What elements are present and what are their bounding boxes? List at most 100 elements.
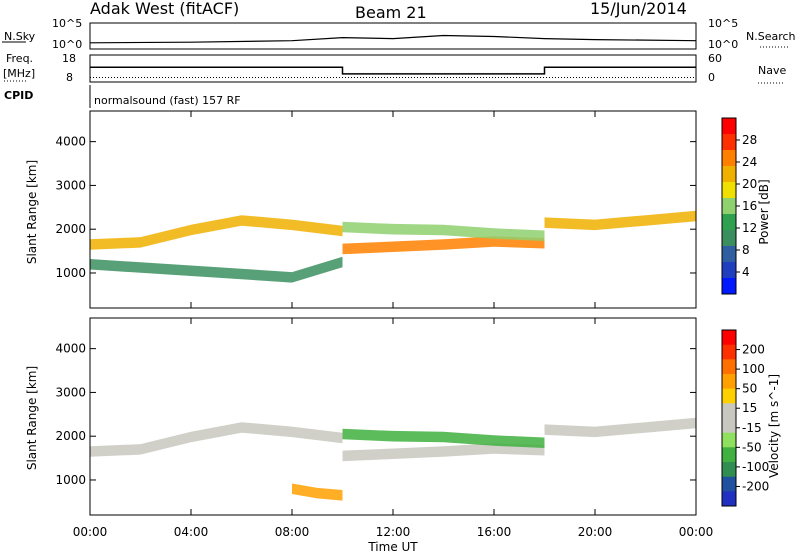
velocity-band-4 (292, 483, 343, 501)
nsearch-label: N.Search (746, 30, 796, 43)
velocity-colorbar-tick-label-0: 200 (742, 343, 765, 357)
freq-series-line (90, 66, 696, 75)
power-colorbar-tick-label-5: 8 (742, 243, 750, 257)
nave-label: Nave (758, 64, 786, 77)
nave-tick-bottom: 0 (708, 71, 715, 84)
velocity-band-1 (342, 443, 545, 462)
power-yticks: 4000 3000 2000 1000 (55, 135, 696, 280)
power-band-2 (342, 221, 545, 241)
velocity-ytick-label-2: 2000 (55, 429, 86, 443)
power-colorbar-swatch-0 (722, 118, 736, 135)
date-label: 15/Jun/2014 (590, 0, 687, 18)
xtick-label-6: 00:00 (679, 525, 714, 539)
x-axis-ticks: 00:00 04:00 08:00 12:00 16:00 20:00 00:00 (73, 111, 714, 539)
cpid-text: normalsound (fast) 157 RF (94, 94, 241, 107)
velocity-ytick-label-0: 4000 (55, 342, 86, 356)
freq-left-tick-bottom: 8 (66, 71, 73, 84)
velocity-panel: 4000 3000 2000 1000 Slant Range [km] 200 100… (25, 317, 781, 516)
velocity-ytick-label-3: 1000 (55, 473, 86, 487)
power-colorbar-swatch-8 (722, 246, 736, 263)
velocity-band-2 (342, 428, 545, 448)
power-colorbar-swatch-7 (722, 230, 736, 247)
x-axis-label: Time UT (367, 540, 418, 554)
power-panel: 4000 3000 2000 1000 Slant Range [km] 28 24 20… (25, 110, 771, 309)
velocity-colorbar-swatch-0 (722, 330, 736, 346)
velocity-ytick-label-1: 3000 (55, 385, 86, 399)
power-colorbar-swatch-4 (722, 182, 736, 199)
velocity-bands (90, 417, 696, 501)
velocity-colorbar-swatch-11 (722, 491, 736, 507)
power-colorbar-tick-label-0: 28 (742, 133, 757, 147)
power-colorbar-swatch-9 (722, 262, 736, 279)
nsky-frame (89, 22, 697, 50)
velocity-colorbar-tick-label-2: 50 (742, 382, 757, 396)
freq-unit-label: [MHz] (3, 67, 35, 80)
velocity-colorbar-swatch-5 (722, 403, 736, 419)
nsky-panel: N.Sky 10^5 10^0 10^5 10^0 N.Search (2, 17, 796, 51)
power-colorbar-swatch-2 (722, 150, 736, 167)
cpid-label: CPID (4, 89, 33, 102)
velocity-ylabel: Slant Range [km] (25, 366, 39, 470)
power-colorbar-tick-label-4: 12 (742, 221, 757, 235)
power-band-0 (90, 215, 343, 250)
velocity-colorbar-tick-label-6: -100 (742, 460, 769, 474)
velocity-colorbar-swatch-2 (722, 359, 736, 375)
power-ytick-label-2: 2000 (55, 222, 86, 236)
velocity-colorbar-swatch-4 (722, 388, 736, 404)
power-band-4 (90, 256, 343, 283)
power-colorbar-tick-label-6: 4 (742, 265, 750, 279)
power-ylabel: Slant Range [km] (25, 160, 39, 264)
velocity-colorbar-frame (721, 329, 737, 507)
freq-left-tick-top: 18 (62, 52, 76, 65)
freq-label: Freq. (6, 52, 33, 65)
power-colorbar-tick-label-2: 20 (742, 177, 757, 191)
velocity-yticks: 4000 3000 2000 1000 (55, 342, 696, 487)
xtick-label-3: 12:00 (376, 525, 411, 539)
power-colorbar-swatch-5 (722, 198, 736, 215)
velocity-colorbar-label: Velocity [m s^-1] (767, 374, 781, 478)
velocity-colorbar-swatch-9 (722, 462, 736, 478)
power-band-1 (342, 236, 545, 255)
beam-label: Beam 21 (355, 3, 427, 22)
freq-panel: Freq. [MHz] 18 8 60 0 Nave (3, 52, 786, 84)
power-colorbar-tick-label-3: 16 (742, 199, 757, 213)
xtick-label-2: 08:00 (275, 525, 310, 539)
power-colorbar-swatch-3 (722, 166, 736, 183)
power-ytick-label-1: 3000 (55, 178, 86, 192)
power-ytick-label-0: 4000 (55, 135, 86, 149)
xtick-label-0: 00:00 (73, 525, 108, 539)
power-bands (90, 210, 696, 283)
velocity-colorbar-tick-label-4: -15 (742, 421, 762, 435)
velocity-colorbar-tick-label-5: -50 (742, 440, 762, 454)
nsky-label: N.Sky (4, 30, 36, 43)
velocity-colorbar-tick-label-1: 100 (742, 362, 765, 376)
xtick-label-5: 20:00 (578, 525, 613, 539)
xtick-label-1: 04:00 (174, 525, 209, 539)
power-colorbar: 28 24 20 16 12 8 4 (721, 117, 757, 295)
velocity-frame (89, 317, 697, 516)
nsky-right-tick-bottom: 10^0 (708, 38, 738, 51)
velocity-colorbar: 200 100 50 15 -15 -50 -100 -200 (721, 329, 769, 507)
power-band-3 (544, 210, 696, 231)
velocity-colorbar-swatch-8 (722, 447, 736, 463)
nsky-series-line (89, 34, 697, 44)
nsky-left-tick-top: 10^5 (52, 17, 82, 30)
nsky-right-tick-top: 10^5 (708, 17, 738, 30)
velocity-colorbar-swatch-10 (722, 476, 736, 492)
velocity-colorbar-swatch-1 (722, 344, 736, 360)
power-colorbar-swatch-6 (722, 214, 736, 231)
power-colorbar-swatch-10 (722, 278, 736, 295)
xtick-label-4: 16:00 (477, 525, 512, 539)
velocity-colorbar-tick-label-7: -200 (742, 479, 769, 493)
velocity-band-3 (544, 417, 696, 438)
freq-frame (89, 54, 697, 83)
power-ytick-label-3: 1000 (55, 266, 86, 280)
power-colorbar-tick-label-1: 24 (742, 155, 757, 169)
velocity-colorbar-swatch-7 (722, 432, 736, 448)
power-colorbar-label: Power [dB] (757, 179, 771, 244)
velocity-colorbar-tick-label-3: 15 (742, 401, 757, 415)
power-colorbar-swatch-1 (722, 134, 736, 151)
velocity-band-0 (90, 422, 343, 457)
radar-title: Adak West (fitACF) (90, 0, 239, 18)
